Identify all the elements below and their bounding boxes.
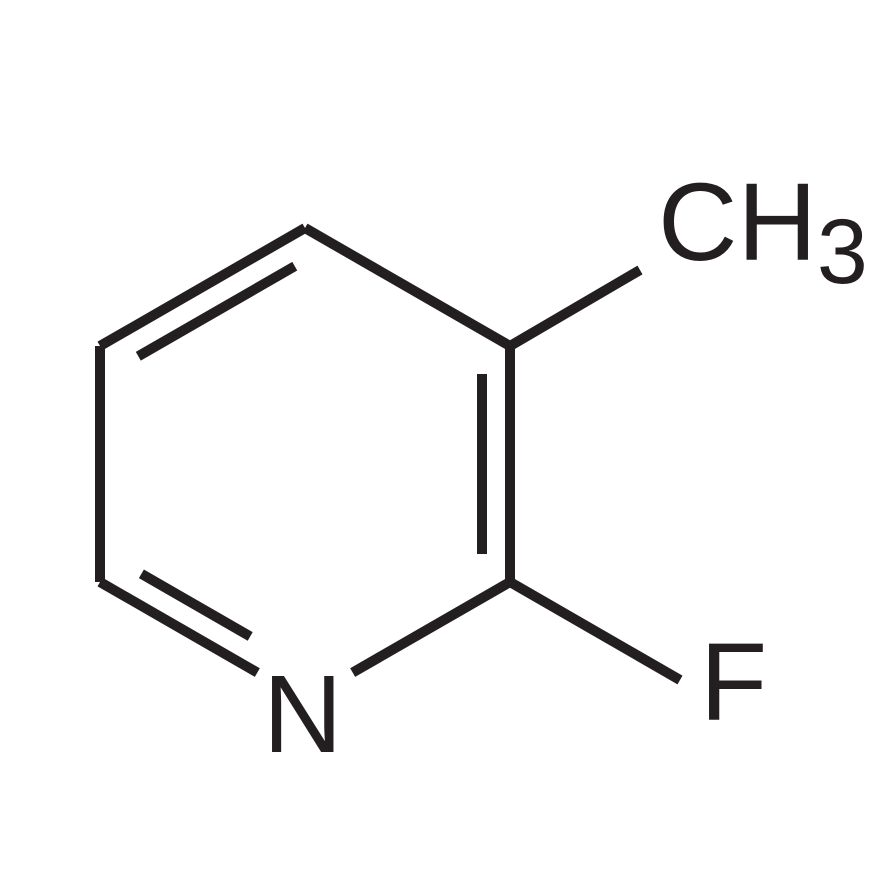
structure-svg: [0, 0, 890, 890]
methyl-group-label: CH3: [658, 168, 868, 299]
fluorine-atom-label: F: [700, 628, 767, 738]
molecule-canvas: N CH3 F: [0, 0, 890, 890]
nitrogen-atom-label: N: [263, 660, 342, 770]
